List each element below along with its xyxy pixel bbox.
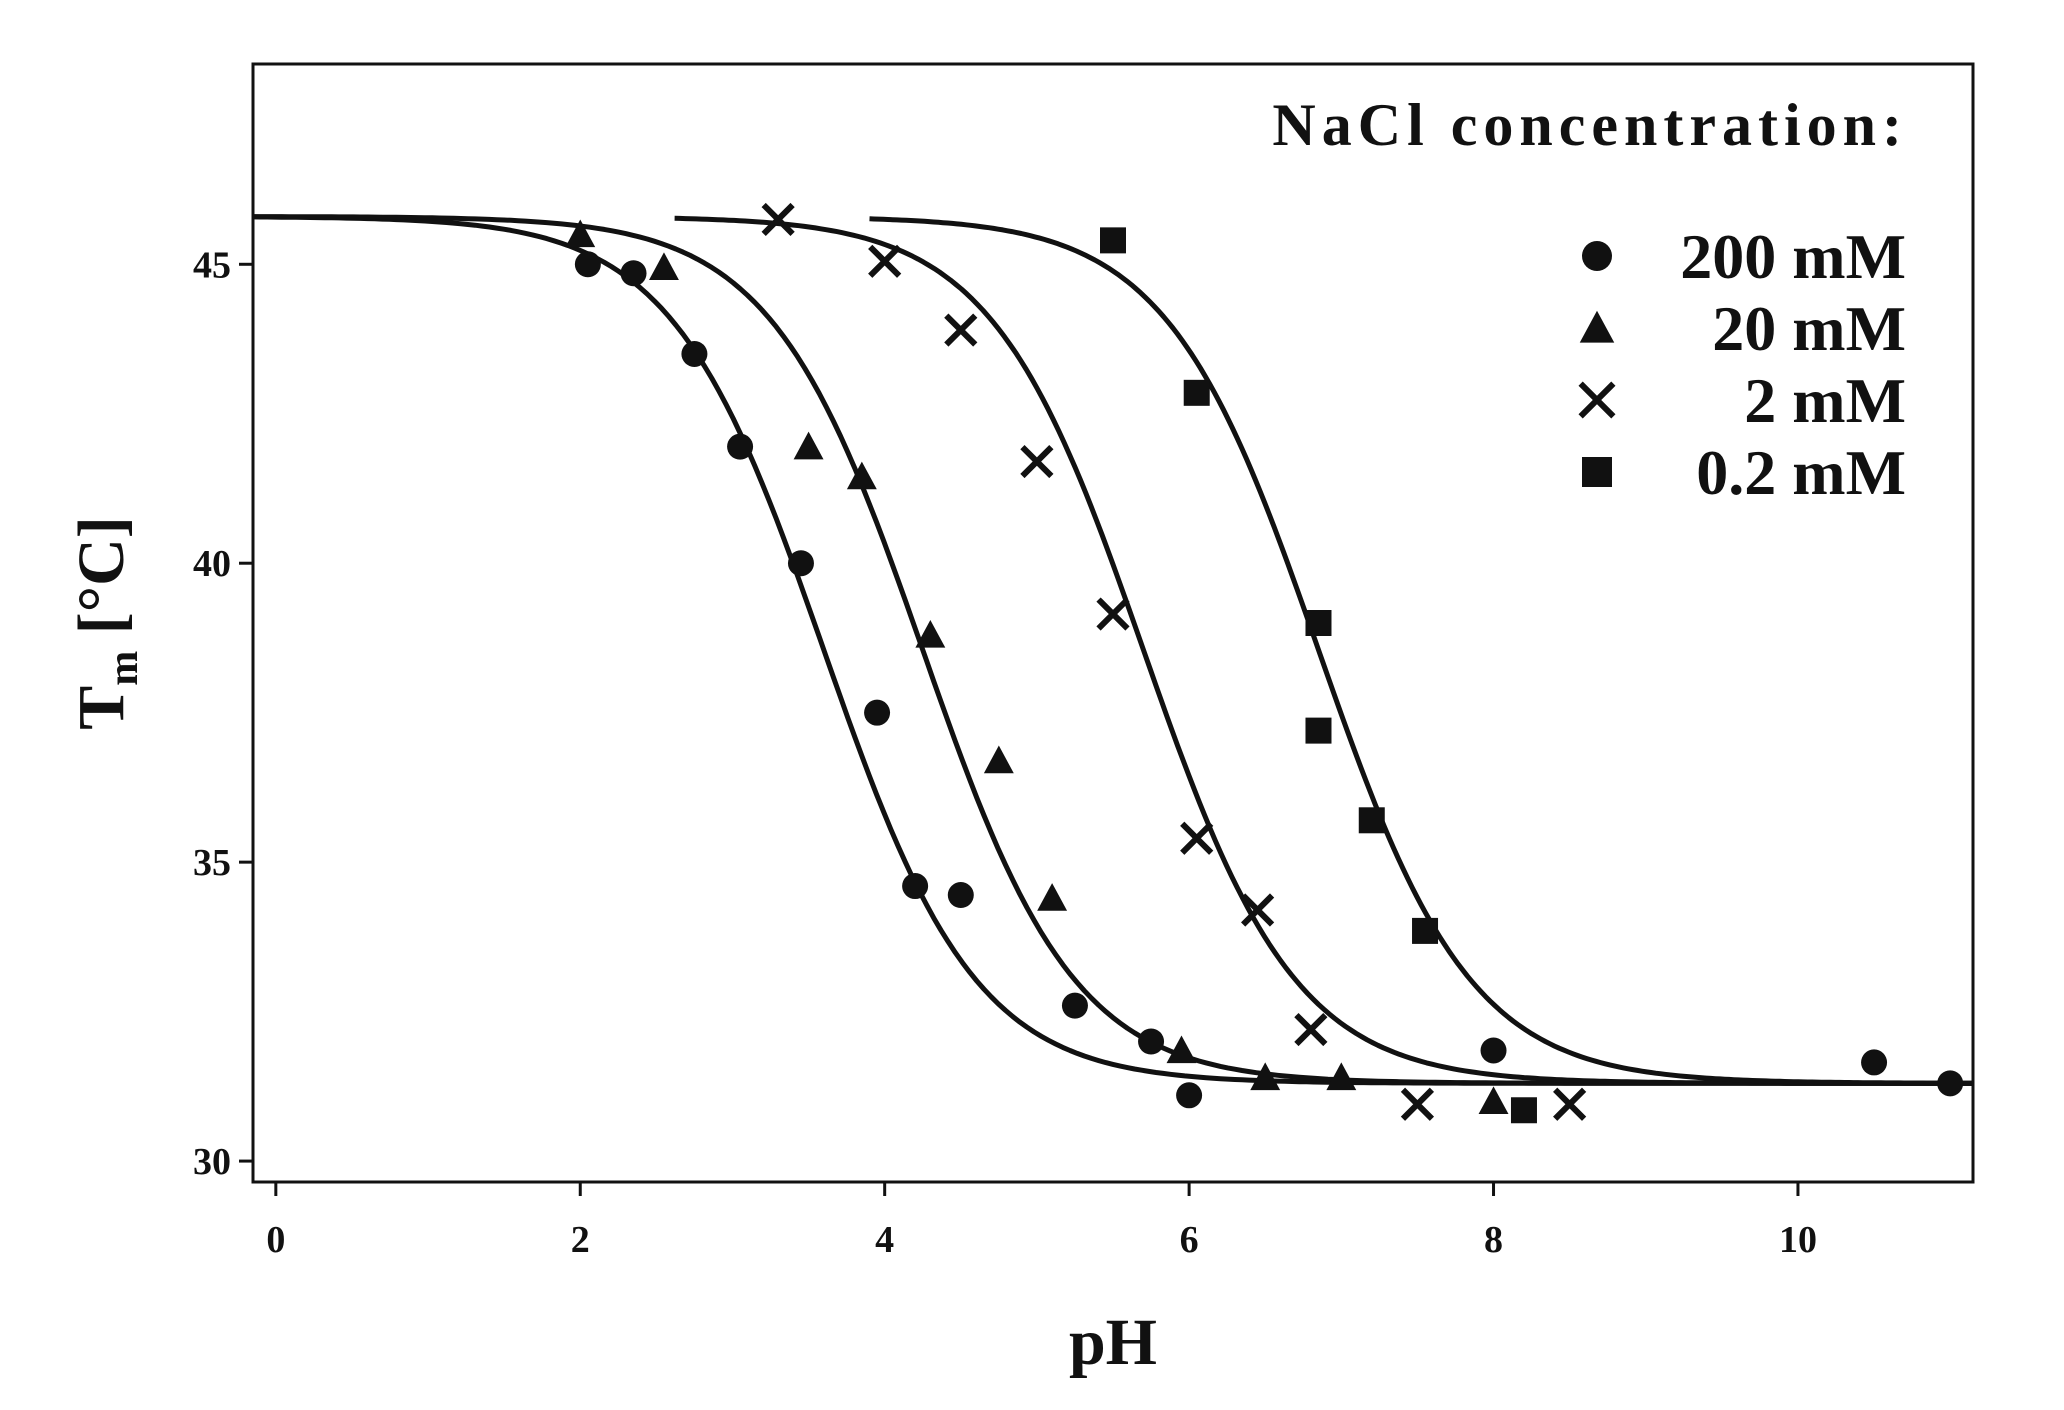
x-tick-label: 0 (266, 1219, 285, 1261)
y-axis-title-subscript: m (101, 651, 147, 686)
data-point-square (1305, 610, 1332, 636)
data-point-circle (902, 873, 929, 900)
fit-curves (252, 214, 1973, 1086)
data-point-triangle (1478, 1086, 1509, 1114)
data-point-triangle (983, 745, 1014, 774)
legend-marker-circle (1582, 241, 1612, 271)
axis-ticks: 0 2 4 6 8 10 30 35 40 45 (193, 244, 1817, 1261)
fit-curve (674, 215, 1973, 1086)
data-point-triangle (915, 620, 946, 648)
x-tick-label: 8 (1484, 1219, 1503, 1261)
legend-marker-cross (1578, 381, 1616, 419)
data-point-triangle (793, 431, 824, 460)
data-point-cross (1020, 444, 1054, 479)
fit-curve (869, 216, 1973, 1086)
x-axis-title: pH (1069, 1306, 1157, 1379)
data-point-circle (1861, 1049, 1888, 1076)
y-tick-label: 40 (193, 543, 231, 585)
y-tick-label: 45 (193, 244, 231, 286)
data-point-square (1412, 917, 1439, 944)
data-point-circle (620, 260, 647, 287)
legend-marker-triangle (1579, 310, 1615, 343)
data-point-circle (1176, 1082, 1203, 1109)
y-tick-label: 30 (193, 1141, 231, 1183)
y-axis-title-main: T (65, 686, 138, 730)
data-point-circle (947, 882, 974, 909)
data-point-cross (944, 313, 978, 347)
data-point-cross (761, 202, 795, 237)
data-point-triangle (1250, 1062, 1281, 1091)
x-tick-label: 4 (875, 1219, 894, 1261)
data-point-square (1358, 807, 1385, 834)
plot-frame (251, 62, 1975, 1184)
data-point-square (1183, 379, 1210, 406)
data-point-circle (787, 550, 814, 577)
y-axis-title-unit: [°C] (65, 516, 138, 651)
data-point-circle (864, 699, 891, 726)
legend-label: 0.2 mM (1696, 437, 1906, 508)
y-tick-label: 35 (193, 842, 231, 884)
data-point-circle (681, 340, 708, 367)
data-point-triangle (1166, 1035, 1197, 1064)
data-point-triangle (1037, 883, 1068, 911)
data-point-cross (868, 244, 902, 278)
data-point-circle (574, 251, 601, 278)
data-point-triangle (565, 219, 596, 248)
data-point-circle (1480, 1037, 1507, 1064)
data-point-cross (1241, 893, 1275, 927)
data-point-cross (1096, 597, 1130, 631)
data-point-triangle (1326, 1062, 1357, 1091)
x-tick-label: 6 (1180, 1219, 1199, 1261)
x-tick-label: 2 (571, 1219, 590, 1261)
data-markers (565, 202, 1964, 1124)
data-point-circle (727, 433, 754, 460)
legend-label: 2 mM (1744, 365, 1906, 436)
data-point-square (1100, 227, 1126, 254)
x-tick-label: 10 (1779, 1219, 1817, 1261)
data-point-triangle (649, 252, 679, 280)
y-axis-title: Tm [°C] (65, 516, 147, 730)
legend-title: NaCl concentration: (1272, 92, 1908, 158)
legend-label: 20 mM (1712, 293, 1906, 364)
data-point-square (1510, 1097, 1537, 1124)
data-point-circle (1138, 1028, 1165, 1055)
data-point-cross (1553, 1087, 1587, 1121)
data-point-circle (1937, 1070, 1964, 1097)
legend-marker-square (1582, 457, 1612, 487)
data-point-cross (1400, 1087, 1435, 1121)
data-point-square (1305, 717, 1332, 744)
data-point-cross (1180, 821, 1214, 855)
data-point-circle (1061, 992, 1088, 1019)
legend-label: 200 mM (1680, 221, 1906, 292)
data-point-cross (1294, 1012, 1328, 1047)
data-point-triangle (846, 461, 877, 490)
